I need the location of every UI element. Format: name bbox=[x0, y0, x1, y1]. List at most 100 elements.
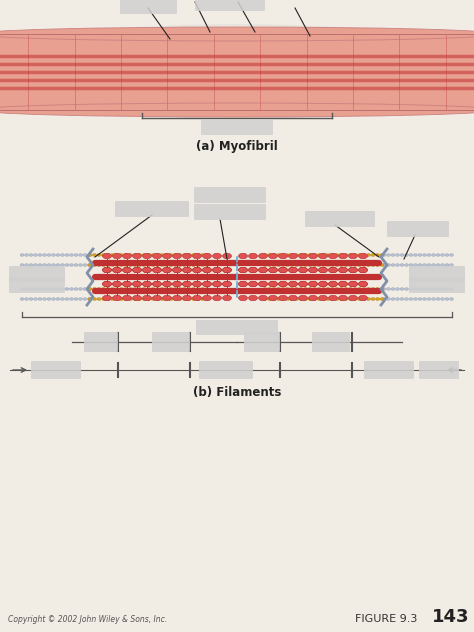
Ellipse shape bbox=[248, 281, 257, 287]
Ellipse shape bbox=[281, 288, 285, 291]
Ellipse shape bbox=[440, 288, 445, 290]
Ellipse shape bbox=[38, 264, 42, 267]
Ellipse shape bbox=[440, 298, 445, 300]
Ellipse shape bbox=[47, 288, 51, 290]
Ellipse shape bbox=[299, 281, 308, 287]
Ellipse shape bbox=[299, 295, 308, 301]
Ellipse shape bbox=[43, 298, 46, 300]
Ellipse shape bbox=[128, 253, 133, 257]
Ellipse shape bbox=[238, 295, 247, 301]
Ellipse shape bbox=[263, 298, 267, 300]
Ellipse shape bbox=[163, 281, 172, 287]
Ellipse shape bbox=[312, 288, 317, 291]
Ellipse shape bbox=[391, 264, 395, 267]
Ellipse shape bbox=[272, 298, 276, 300]
Ellipse shape bbox=[20, 288, 24, 290]
Ellipse shape bbox=[366, 253, 371, 257]
Ellipse shape bbox=[173, 298, 178, 300]
Ellipse shape bbox=[281, 264, 285, 267]
Ellipse shape bbox=[375, 264, 380, 267]
Ellipse shape bbox=[268, 281, 277, 287]
Ellipse shape bbox=[294, 264, 299, 267]
Ellipse shape bbox=[34, 298, 37, 300]
Ellipse shape bbox=[182, 281, 191, 287]
Ellipse shape bbox=[319, 267, 328, 273]
Ellipse shape bbox=[173, 253, 178, 257]
Ellipse shape bbox=[0, 24, 474, 110]
Ellipse shape bbox=[187, 298, 191, 300]
Ellipse shape bbox=[371, 288, 375, 291]
Ellipse shape bbox=[92, 264, 97, 267]
Ellipse shape bbox=[299, 253, 308, 258]
Ellipse shape bbox=[142, 298, 146, 300]
Ellipse shape bbox=[358, 267, 367, 273]
Ellipse shape bbox=[263, 288, 267, 291]
Ellipse shape bbox=[101, 298, 106, 300]
Ellipse shape bbox=[409, 253, 413, 257]
Ellipse shape bbox=[173, 288, 178, 291]
Ellipse shape bbox=[335, 288, 339, 291]
Ellipse shape bbox=[267, 264, 272, 267]
Ellipse shape bbox=[431, 264, 436, 267]
Ellipse shape bbox=[290, 288, 294, 291]
Ellipse shape bbox=[106, 253, 110, 257]
Ellipse shape bbox=[70, 253, 73, 257]
Ellipse shape bbox=[362, 253, 366, 257]
Ellipse shape bbox=[20, 253, 24, 257]
Ellipse shape bbox=[169, 288, 173, 291]
Ellipse shape bbox=[276, 264, 281, 267]
Ellipse shape bbox=[357, 253, 362, 257]
Ellipse shape bbox=[312, 298, 317, 300]
FancyBboxPatch shape bbox=[387, 221, 449, 237]
Ellipse shape bbox=[258, 267, 267, 273]
Ellipse shape bbox=[122, 253, 131, 258]
Ellipse shape bbox=[328, 281, 337, 287]
Ellipse shape bbox=[309, 281, 318, 287]
Ellipse shape bbox=[173, 281, 182, 287]
Ellipse shape bbox=[317, 264, 321, 267]
Ellipse shape bbox=[427, 288, 431, 290]
Ellipse shape bbox=[335, 298, 339, 300]
Ellipse shape bbox=[449, 253, 454, 257]
Ellipse shape bbox=[285, 253, 290, 257]
Ellipse shape bbox=[160, 298, 164, 300]
Ellipse shape bbox=[43, 264, 46, 267]
Ellipse shape bbox=[192, 267, 201, 273]
Ellipse shape bbox=[88, 288, 92, 291]
Ellipse shape bbox=[308, 253, 312, 257]
Ellipse shape bbox=[445, 288, 449, 290]
Ellipse shape bbox=[413, 298, 418, 300]
Ellipse shape bbox=[92, 298, 97, 300]
Ellipse shape bbox=[431, 298, 436, 300]
Ellipse shape bbox=[344, 264, 348, 267]
Ellipse shape bbox=[122, 281, 131, 287]
Ellipse shape bbox=[112, 253, 121, 258]
Ellipse shape bbox=[440, 264, 445, 267]
Ellipse shape bbox=[202, 295, 211, 301]
Ellipse shape bbox=[151, 264, 155, 267]
Text: (a) Myofibril: (a) Myofibril bbox=[196, 140, 278, 153]
Ellipse shape bbox=[339, 298, 344, 300]
Ellipse shape bbox=[319, 267, 328, 273]
Ellipse shape bbox=[436, 288, 440, 290]
Ellipse shape bbox=[380, 288, 384, 291]
Ellipse shape bbox=[146, 298, 151, 300]
Ellipse shape bbox=[309, 253, 318, 258]
Ellipse shape bbox=[299, 267, 308, 273]
Ellipse shape bbox=[124, 288, 128, 291]
Ellipse shape bbox=[79, 264, 82, 267]
Ellipse shape bbox=[358, 267, 367, 273]
FancyBboxPatch shape bbox=[194, 187, 266, 203]
Ellipse shape bbox=[25, 288, 28, 290]
Ellipse shape bbox=[202, 281, 211, 287]
Ellipse shape bbox=[128, 264, 133, 267]
Text: (b) Filaments: (b) Filaments bbox=[193, 386, 281, 399]
Ellipse shape bbox=[182, 264, 187, 267]
Ellipse shape bbox=[290, 264, 294, 267]
Ellipse shape bbox=[358, 281, 367, 287]
Ellipse shape bbox=[321, 288, 326, 291]
Text: 143: 143 bbox=[432, 608, 470, 626]
FancyBboxPatch shape bbox=[9, 266, 65, 282]
Ellipse shape bbox=[436, 253, 440, 257]
Ellipse shape bbox=[164, 288, 169, 291]
